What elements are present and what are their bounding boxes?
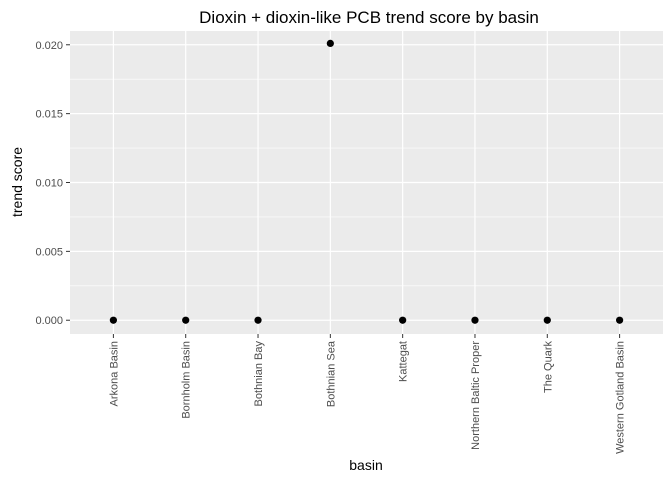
grid-major bbox=[70, 31, 663, 334]
x-tick-label: Arkona Basin bbox=[108, 341, 120, 406]
x-tick-label: Kattegat bbox=[398, 341, 410, 382]
data-point bbox=[399, 316, 407, 324]
data-points bbox=[109, 39, 624, 324]
y-axis-ticks: 0.000 0.005 0.010 0.015 0.020 bbox=[35, 40, 70, 327]
data-point bbox=[471, 316, 479, 324]
x-tick-label: The Quark bbox=[542, 341, 554, 393]
chart-title: Dioxin + dioxin-like PCB trend score by … bbox=[199, 8, 539, 27]
x-tick-label: Northern Baltic Proper bbox=[470, 341, 482, 450]
x-tick-label: Western Gotland Basin bbox=[615, 341, 627, 454]
x-axis-ticks: Arkona Basin Bornholm Basin Bothnian Bay Bo… bbox=[108, 334, 627, 454]
x-tick-label: Bornholm Basin bbox=[181, 341, 193, 419]
y-tick-label: 0.020 bbox=[35, 40, 63, 52]
data-point bbox=[109, 316, 117, 324]
x-tick-label: Bothnian Bay bbox=[253, 341, 265, 407]
y-tick-label: 0.015 bbox=[35, 109, 63, 121]
grid-minor bbox=[70, 78, 663, 287]
y-tick-label: 0.010 bbox=[35, 178, 63, 190]
data-point bbox=[616, 316, 624, 324]
data-point bbox=[182, 316, 190, 324]
data-point bbox=[543, 316, 551, 324]
data-point bbox=[326, 39, 334, 47]
data-point bbox=[254, 316, 262, 324]
y-tick-label: 0.005 bbox=[35, 246, 63, 258]
y-tick-label: 0.000 bbox=[35, 315, 63, 327]
y-axis-title: trend score bbox=[9, 147, 25, 217]
x-axis-title: basin bbox=[349, 457, 382, 473]
x-tick-label: Bothnian Sea bbox=[325, 340, 337, 407]
